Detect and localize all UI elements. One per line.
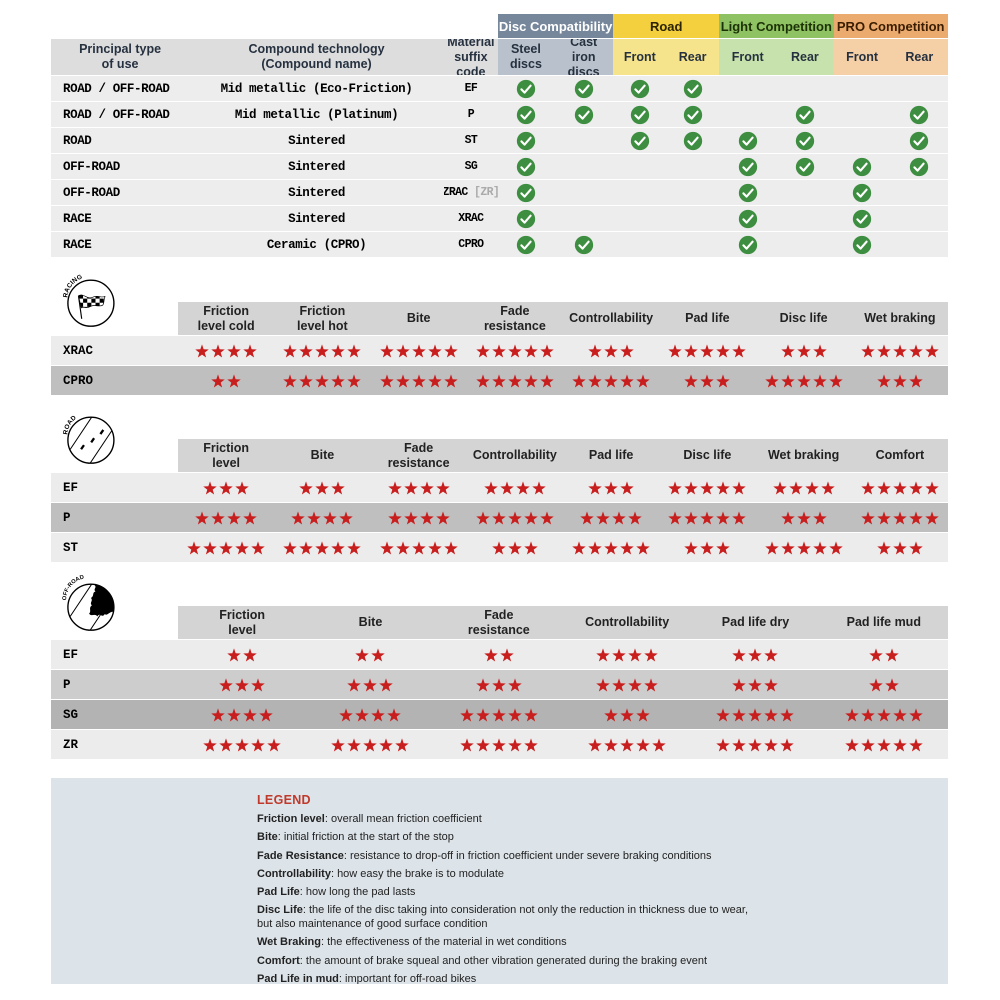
svg-text:OFF-ROAD: OFF-ROAD <box>62 575 85 601</box>
svg-text:RACING: RACING <box>62 274 83 298</box>
svg-text:ROAD: ROAD <box>62 414 78 435</box>
